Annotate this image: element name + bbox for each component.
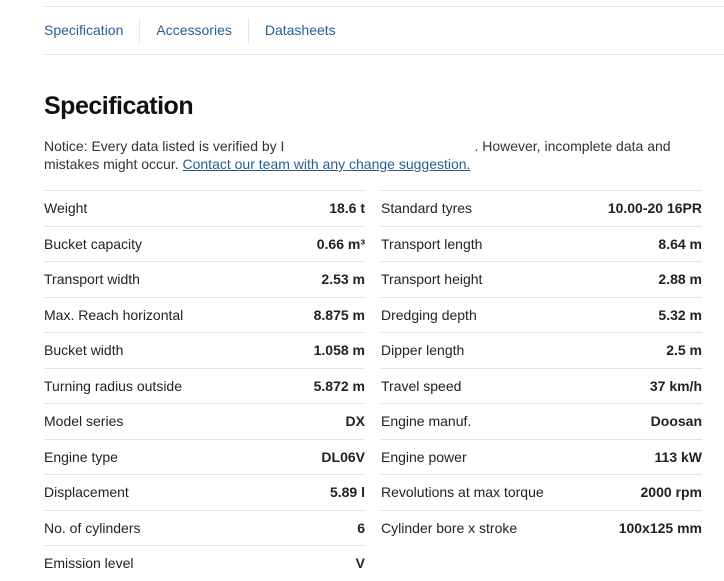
spec-label: Emission level [44, 555, 134, 572]
spec-value: 2.5 m [666, 342, 702, 359]
spec-value: 10.00-20 16PR [607, 200, 702, 217]
spec-row: Engine manuf. Doosan [381, 403, 702, 439]
spec-row: Travel speed 37 km/h [381, 367, 702, 404]
spec-label: Cylinder bore x stroke [381, 519, 518, 536]
spec-row: Turning radius outside 5.872 m [44, 367, 365, 404]
spec-row: Standard tyres 10.00-20 16PR [381, 190, 702, 226]
spec-label: Engine manuf. [381, 413, 472, 430]
spec-row: Dredging depth 5.32 m [381, 296, 702, 333]
spec-row: Transport length 8.64 m [381, 225, 702, 262]
spec-row: Model series DX [44, 403, 365, 439]
spec-label: Engine power [381, 448, 467, 465]
notice-text-2: . However, incomplete data and mistakes … [44, 138, 671, 172]
spec-value: 113 kW [654, 448, 702, 465]
notice: Notice: Every data listed is verified by… [44, 137, 704, 173]
spec-value: 2.53 m [321, 271, 365, 288]
spec-value: 0.66 m³ [316, 235, 365, 252]
spec-value: 18.6 t [329, 200, 365, 217]
spec-value: 2000 rpm [640, 484, 702, 501]
spec-value: DL06V [321, 448, 365, 465]
spec-label: Engine type [44, 448, 118, 465]
spec-value: 2.88 m [658, 271, 702, 288]
spec-row: Engine power 113 kW [381, 438, 702, 475]
spec-value: 5.872 m [313, 377, 365, 394]
spec-label: Transport width [44, 271, 140, 288]
spec-label: Dipper length [381, 342, 465, 359]
tab-bar: Specification Accessories Datasheets [44, 18, 724, 55]
spec-value: 8.875 m [313, 306, 365, 323]
spec-row: Emission level V [44, 545, 365, 581]
spec-label: Revolutions at max torque [381, 484, 544, 501]
spec-label: Standard tyres [381, 200, 473, 217]
tab-accessories[interactable]: Accessories [139, 18, 247, 44]
spec-table-left: Weight 18.6 t Bucket capacity 0.66 m³ Transp… [44, 190, 365, 581]
spec-label: Bucket capacity [44, 235, 143, 252]
spec-value: 8.64 m [658, 235, 702, 252]
tab-datasheets[interactable]: Datasheets [247, 18, 352, 44]
spec-label: Dredging depth [381, 306, 477, 323]
spec-row: Cylinder bore x stroke 100x125 mm [381, 509, 702, 546]
spec-value: 100x125 mm [618, 519, 702, 536]
spec-row: Dipper length 2.5 m [381, 332, 702, 368]
contact-link[interactable]: Contact our team with any change suggest… [182, 156, 471, 172]
spec-value: 1.058 m [313, 342, 365, 359]
spec-label: Turning radius outside [44, 377, 183, 394]
spec-value: V [355, 555, 365, 572]
spec-value: 5.32 m [658, 306, 702, 323]
spec-row: Bucket capacity 0.66 m³ [44, 225, 365, 262]
notice-text: Notice: Every data listed is verified by… [44, 138, 285, 154]
spec-row: Engine type DL06V [44, 438, 365, 475]
spec-label: Weight [44, 200, 88, 217]
spec-label: Travel speed [381, 377, 462, 394]
tab-specification[interactable]: Specification [44, 22, 124, 38]
spec-value: 37 km/h [649, 377, 702, 394]
spec-value: DX [345, 413, 365, 430]
spec-table-right: Standard tyres 10.00-20 16PR Transport len… [381, 190, 702, 545]
spec-row: Revolutions at max torque 2000 rpm [381, 474, 702, 510]
spec-label: Transport length [381, 235, 483, 252]
spec-row: Transport width 2.53 m [44, 261, 365, 297]
spec-row: Bucket width 1.058 m [44, 332, 365, 368]
spec-row: Transport height 2.88 m [381, 261, 702, 297]
top-divider [44, 6, 724, 7]
spec-value: Doosan [650, 413, 702, 430]
spec-row: No. of cylinders 6 [44, 509, 365, 546]
spec-label: Transport height [381, 271, 483, 288]
spec-label: Displacement [44, 484, 129, 501]
spec-row: Displacement 5.89 l [44, 474, 365, 510]
spec-label: Max. Reach horizontal [44, 306, 184, 323]
spec-value: 5.89 l [329, 484, 365, 501]
spec-value: 6 [357, 519, 365, 536]
spec-label: Bucket width [44, 342, 124, 359]
spec-label: Model series [44, 413, 124, 430]
spec-label: No. of cylinders [44, 519, 141, 536]
page-title: Specification [44, 92, 194, 120]
spec-row: Weight 18.6 t [44, 190, 365, 226]
spec-row: Max. Reach horizontal 8.875 m [44, 296, 365, 333]
